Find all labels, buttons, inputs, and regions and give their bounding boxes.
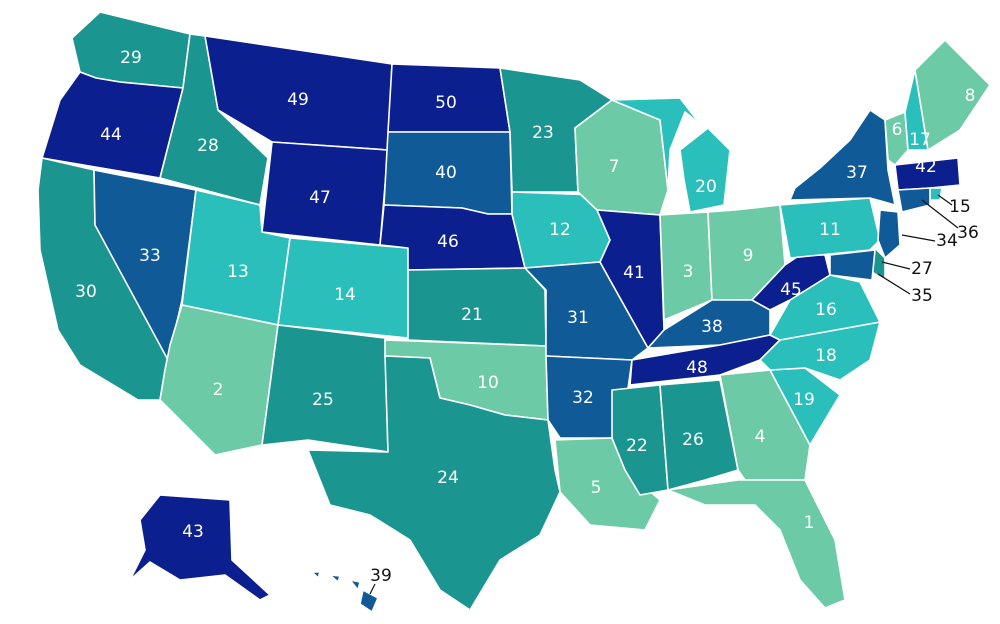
rank-label-de: 27 — [911, 259, 933, 279]
rank-label-ky: 38 — [701, 317, 723, 337]
rank-label-ct: 36 — [957, 223, 979, 243]
rank-label-ok: 10 — [477, 373, 499, 393]
rank-label-al: 26 — [682, 430, 704, 450]
rank-label-sc: 19 — [793, 390, 815, 410]
rank-label-nm: 25 — [312, 390, 334, 410]
rank-label-co: 14 — [334, 285, 356, 305]
rank-label-ar: 32 — [572, 388, 594, 408]
rank-label-nj: 34 — [936, 231, 958, 251]
rank-label-nc: 18 — [815, 346, 837, 366]
state-ri — [929, 187, 943, 201]
leader-line-nj — [901, 234, 936, 242]
rank-labels: 2944302833494713214255040462110242312313… — [75, 48, 979, 586]
rank-label-ca: 30 — [75, 282, 97, 302]
state-mi — [611, 97, 731, 213]
rank-label-or: 44 — [100, 125, 122, 145]
rank-label-wa: 29 — [120, 48, 142, 68]
rank-label-wi: 7 — [609, 157, 620, 177]
rank-label-ri: 15 — [949, 197, 971, 217]
state-me — [914, 39, 991, 151]
rank-label-id: 28 — [197, 136, 219, 156]
rank-label-mi: 20 — [695, 177, 717, 197]
rank-label-ia: 12 — [549, 220, 571, 240]
leader-line-hi — [369, 583, 376, 595]
state-ct — [897, 187, 931, 213]
rank-label-mt: 49 — [287, 90, 309, 110]
rank-label-in: 3 — [683, 262, 694, 282]
rank-label-pa: 11 — [819, 220, 841, 240]
state-id — [159, 33, 269, 206]
rank-label-mn: 23 — [532, 123, 554, 143]
rank-label-wv: 45 — [780, 280, 802, 300]
rank-label-nh: 17 — [909, 130, 931, 150]
rank-label-tn: 48 — [686, 358, 708, 378]
state-nj — [877, 209, 901, 259]
rank-label-ga: 4 — [755, 427, 766, 447]
rank-label-ms: 22 — [626, 436, 648, 456]
state-ak — [129, 494, 271, 601]
state-wv — [751, 254, 831, 311]
state-ny — [789, 109, 896, 206]
state-tx — [307, 355, 561, 611]
state-vt — [884, 111, 909, 166]
rank-label-wy: 47 — [309, 188, 331, 208]
rank-label-sd: 40 — [435, 163, 457, 183]
leader-lines — [369, 194, 959, 595]
leader-line-ct — [921, 199, 959, 229]
rank-label-tx: 24 — [437, 468, 459, 488]
state-hi — [311, 571, 379, 613]
rank-label-mo: 31 — [567, 308, 589, 328]
rank-label-vt: 6 — [892, 120, 903, 140]
rank-label-il: 41 — [623, 263, 645, 283]
state-md — [829, 249, 876, 281]
rank-label-ma: 42 — [915, 157, 937, 177]
rank-label-fl: 1 — [804, 513, 815, 533]
state-fl — [667, 479, 846, 609]
rank-label-oh: 9 — [743, 246, 754, 266]
rank-label-va: 16 — [815, 300, 837, 320]
rank-label-me: 8 — [965, 86, 976, 106]
leader-line-md — [877, 273, 911, 295]
state-ma — [894, 157, 961, 191]
rank-label-ut: 13 — [227, 262, 249, 282]
rank-label-ne: 46 — [437, 232, 459, 252]
rank-label-ny: 37 — [846, 163, 868, 183]
states-layer — [37, 11, 991, 613]
rank-label-md: 35 — [911, 286, 933, 306]
rank-label-la: 5 — [591, 478, 602, 498]
leader-line-ri — [937, 194, 953, 206]
state-nm — [261, 324, 389, 453]
rank-label-ks: 21 — [461, 305, 483, 325]
rank-label-nv: 33 — [139, 246, 161, 266]
rank-label-az: 2 — [213, 380, 224, 400]
rank-label-hi: 39 — [370, 566, 392, 586]
rank-label-nd: 50 — [435, 93, 457, 113]
leader-line-de — [881, 261, 911, 270]
rank-label-ak: 43 — [182, 522, 204, 542]
state-al — [659, 379, 739, 491]
